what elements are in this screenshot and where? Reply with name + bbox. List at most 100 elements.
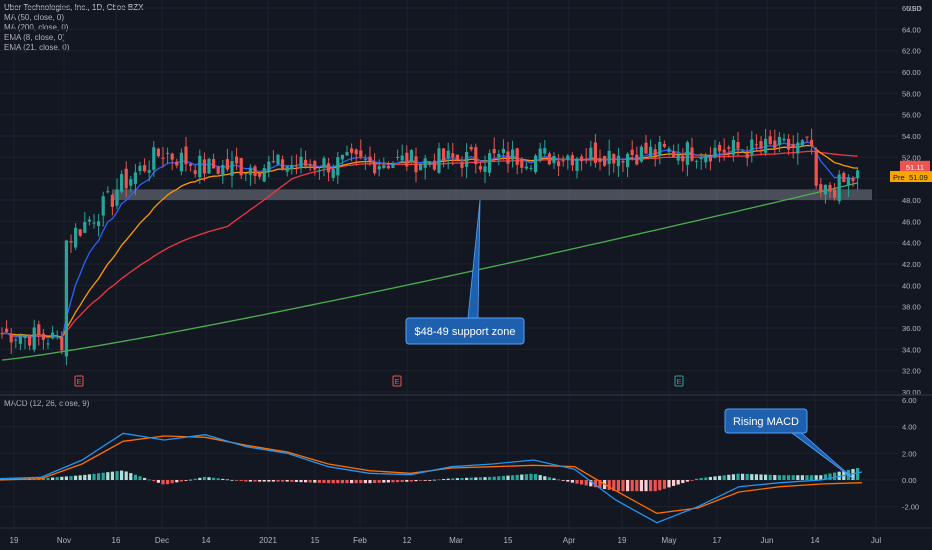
macd-histogram-bar xyxy=(713,476,717,480)
candlestick xyxy=(800,138,804,147)
price-tick-label: 60.00 xyxy=(902,68,921,77)
macd-histogram-bar xyxy=(626,480,630,492)
legend-ema8[interactable]: EMA (8, close, 0) xyxy=(4,33,65,42)
price-tick-label: 66.00 xyxy=(902,4,921,13)
candle-body xyxy=(248,167,252,175)
price-tick-label: 58.00 xyxy=(902,89,921,98)
macd-histogram-bar xyxy=(465,477,469,480)
macd-histogram-bar xyxy=(69,476,73,480)
macd-histogram-bar xyxy=(856,468,860,480)
date-tick-label: 17 xyxy=(713,536,722,545)
macd-histogram-bar xyxy=(690,480,694,481)
earnings-marker-label: E xyxy=(394,377,399,386)
candle-body xyxy=(106,191,110,193)
candle-body xyxy=(626,153,630,168)
candle-body xyxy=(285,166,289,172)
candlestick xyxy=(690,137,694,162)
legend-ma50[interactable]: MA (50, close, 0) xyxy=(4,13,65,22)
candle-body xyxy=(212,159,216,169)
candlestick xyxy=(161,146,165,168)
candle-body xyxy=(391,163,395,169)
macd-histogram-bar xyxy=(313,480,317,483)
candle-body xyxy=(538,148,542,159)
candle-body xyxy=(308,164,312,166)
macd-legend[interactable]: MACD (12, 26, close, 9) xyxy=(4,399,90,408)
legend-ema21[interactable]: EMA (21, close, 0) xyxy=(4,43,70,52)
candlestick xyxy=(442,148,446,168)
candlestick xyxy=(129,175,133,193)
macd-tick-label: -2.00 xyxy=(902,503,919,512)
candle-body xyxy=(124,168,128,189)
candle-body xyxy=(552,155,556,164)
candle-body xyxy=(745,153,749,158)
ma200-line xyxy=(1,182,858,361)
candle-body xyxy=(239,158,243,176)
candle-body xyxy=(92,222,96,224)
support-callout-box xyxy=(405,317,525,345)
candle-body xyxy=(423,158,427,168)
candle-body xyxy=(23,334,27,338)
candle-body xyxy=(350,148,354,153)
macd-histogram-bar xyxy=(644,480,648,492)
candlestick xyxy=(51,325,55,340)
macd-histogram-bar xyxy=(759,474,763,480)
macd-histogram-bar xyxy=(787,475,791,480)
candle-body xyxy=(524,166,528,169)
candlestick xyxy=(253,164,257,184)
candlestick xyxy=(856,167,860,190)
candle-body xyxy=(506,151,510,164)
candlestick xyxy=(603,155,607,167)
macd-histogram-bar xyxy=(851,468,855,480)
candle-body xyxy=(290,165,294,170)
candlestick xyxy=(745,146,749,167)
candle-body xyxy=(547,153,551,165)
macd-histogram-bar xyxy=(796,475,800,480)
macd-histogram-bar xyxy=(276,480,280,482)
candle-body xyxy=(207,158,211,174)
earnings-marker-label: E xyxy=(76,377,81,386)
candlestick xyxy=(708,146,712,171)
macd-histogram-bar xyxy=(819,475,823,480)
candle-body xyxy=(78,229,82,236)
candlestick xyxy=(175,158,179,169)
macd-line xyxy=(0,432,863,524)
macd-histogram-bar xyxy=(350,480,354,484)
date-tick-label: Apr xyxy=(563,536,576,545)
macd-histogram-bar xyxy=(621,480,625,492)
candle-body xyxy=(166,152,170,154)
price-tick-label: 52.00 xyxy=(902,153,921,162)
candle-body xyxy=(69,241,73,243)
macd-histogram-bar xyxy=(635,480,639,492)
candle-body xyxy=(193,170,197,174)
candle-body xyxy=(851,178,855,182)
ema21-line xyxy=(1,144,858,338)
macd-histogram-bar xyxy=(331,480,335,484)
candlestick xyxy=(184,136,188,172)
candle-body xyxy=(469,146,473,150)
candle-body xyxy=(635,154,639,165)
candle-body xyxy=(64,240,68,357)
candle-body xyxy=(520,158,524,168)
legend-ma200[interactable]: MA (200, close, 0) xyxy=(4,23,69,32)
candle-body xyxy=(759,141,763,149)
candle-body xyxy=(543,148,547,154)
candle-body xyxy=(727,147,731,149)
macd-histogram-bar xyxy=(216,478,220,480)
candlestick xyxy=(823,184,827,204)
macd-histogram-bar xyxy=(488,476,492,480)
macd-histogram-bar xyxy=(731,474,735,480)
currency-label: USD xyxy=(906,4,922,13)
candle-body xyxy=(782,138,786,141)
support-callout-pointer xyxy=(467,199,481,319)
macd-histogram-bar xyxy=(239,480,243,482)
candlestick xyxy=(621,158,625,172)
candlestick xyxy=(846,174,850,197)
candle-body xyxy=(796,142,800,154)
macd-histogram-bar xyxy=(322,480,326,484)
macd-histogram-bar xyxy=(271,480,275,482)
candle-body xyxy=(488,153,492,173)
candle-body xyxy=(409,150,413,163)
candlestick xyxy=(497,149,501,166)
candlestick xyxy=(768,129,772,146)
